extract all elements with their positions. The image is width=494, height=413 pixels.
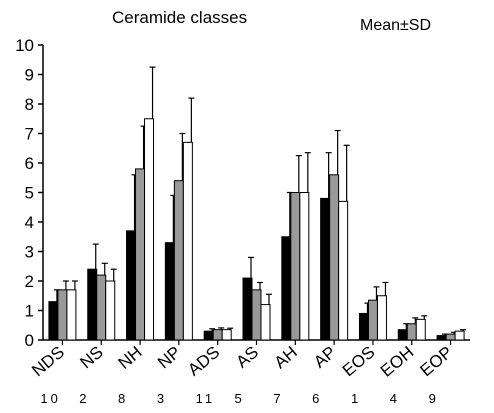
x-tick-label: ADS xyxy=(184,343,223,380)
y-tick-label: 0 xyxy=(25,331,34,350)
bar xyxy=(445,333,456,341)
x-tick-label: AP xyxy=(310,343,340,372)
y-tick-label: 1 xyxy=(25,302,34,321)
bar xyxy=(290,192,301,341)
bar xyxy=(436,335,447,341)
x-tick-label: NDS xyxy=(28,343,68,381)
category-number: 6 xyxy=(312,391,322,406)
bar xyxy=(415,318,426,341)
bar xyxy=(406,323,417,341)
bar xyxy=(338,200,349,341)
bar xyxy=(135,168,146,341)
bar xyxy=(376,295,387,341)
y-tick-label: 3 xyxy=(25,243,34,262)
bar xyxy=(454,330,465,341)
category-number: 1 xyxy=(351,391,361,406)
bar xyxy=(299,192,310,341)
bar xyxy=(126,230,137,341)
x-tick-label: EOH xyxy=(377,343,417,381)
x-tick-label: AS xyxy=(232,343,262,372)
category-number: 10 xyxy=(40,391,60,406)
x-tick-label: NH xyxy=(115,343,146,373)
bar xyxy=(144,118,155,341)
mean-sd-annotation: Mean±SD xyxy=(360,17,432,34)
bar xyxy=(182,141,193,341)
category-number: 8 xyxy=(118,391,128,406)
bar xyxy=(358,312,369,341)
bar xyxy=(329,174,340,341)
x-tick-label: AH xyxy=(271,343,301,373)
y-tick-label: 2 xyxy=(25,272,34,291)
x-tick-label: NP xyxy=(154,343,184,373)
y-tick-label: 7 xyxy=(25,125,34,144)
bar xyxy=(212,329,223,341)
bar xyxy=(48,301,59,341)
y-tick-label: 10 xyxy=(15,36,34,55)
x-tick-label: NS xyxy=(76,343,106,373)
y-tick-label: 8 xyxy=(25,95,34,114)
bar xyxy=(320,197,331,341)
y-tick-label: 5 xyxy=(25,184,34,203)
y-tick-label: 4 xyxy=(25,213,34,232)
bar xyxy=(66,289,77,341)
bar xyxy=(173,180,184,341)
bar xyxy=(105,280,116,341)
bar xyxy=(164,242,175,341)
bar xyxy=(260,304,271,341)
x-tick-label: EOS xyxy=(339,343,379,381)
category-number: 3 xyxy=(157,391,167,406)
y-tick-label: 6 xyxy=(25,154,34,173)
category-number: 2 xyxy=(79,391,89,406)
bar xyxy=(57,289,68,341)
category-number: 5 xyxy=(235,391,245,406)
y-tick-label: 9 xyxy=(25,66,34,85)
bar xyxy=(96,274,107,341)
category-number: 7 xyxy=(273,391,283,406)
bar xyxy=(397,329,408,341)
x-tick-label: EOP xyxy=(416,343,456,381)
bar xyxy=(203,330,214,341)
category-number: 9 xyxy=(429,391,439,406)
category-number: 11 xyxy=(196,391,216,406)
bar xyxy=(221,329,232,341)
bar xyxy=(87,268,98,341)
chart-title: Ceramide classes xyxy=(112,8,248,27)
bar xyxy=(242,277,253,341)
bar xyxy=(251,289,262,341)
bar xyxy=(281,236,292,341)
bar xyxy=(367,299,378,341)
category-number: 4 xyxy=(390,391,400,406)
